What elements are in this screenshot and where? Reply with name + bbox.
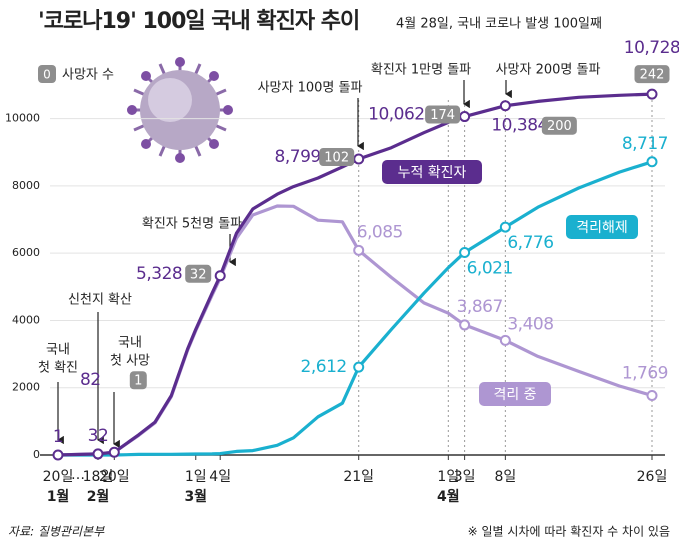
series-name-box <box>382 160 482 184</box>
annotation: 첫 사망 <box>110 354 150 369</box>
x-tick-label: 26일 <box>637 469 668 485</box>
point-marker <box>353 153 365 165</box>
x-tick-label: 8일 <box>494 469 516 485</box>
y-tick-label: 10000 <box>5 112 40 125</box>
y-tick-label: 8000 <box>12 179 40 192</box>
death-badge <box>319 148 355 167</box>
point-marker <box>108 446 120 458</box>
value-label: 6,021 <box>467 258 513 278</box>
series-name-box <box>566 215 638 239</box>
x-tick-label: 18일 <box>83 469 114 485</box>
x-tick-label: 20일 <box>99 469 130 485</box>
point-marker <box>646 156 658 168</box>
death-label: 102 <box>324 151 349 166</box>
value-label: 6,085 <box>357 222 403 242</box>
x-month-label: 1월 <box>47 488 70 505</box>
source: 자료: 질병관리본부 <box>8 525 105 539</box>
annotation: 첫 확진 <box>38 361 78 376</box>
y-tick-label: 6000 <box>12 246 40 259</box>
death-label: 242 <box>640 68 665 83</box>
x-tick-label: 1일 <box>185 469 207 485</box>
death-badge <box>185 264 212 283</box>
x-tick-label: 1일 <box>437 469 459 485</box>
death-badge <box>129 371 147 390</box>
annotation: 신천지 확산 <box>68 293 132 308</box>
point-marker <box>499 100 511 112</box>
virus-illustration <box>127 57 233 163</box>
series-name: 누적 확진자 <box>398 165 467 181</box>
point-marker <box>499 221 511 233</box>
value-label: 6,776 <box>507 233 553 253</box>
value-label: 8,799 <box>275 147 321 167</box>
value-label: 32 <box>88 426 109 446</box>
point-marker <box>459 111 471 123</box>
x-month-label: 3월 <box>184 488 207 505</box>
point-marker <box>52 449 64 461</box>
series-name: 격리해제 <box>576 220 628 236</box>
value-label: 1 <box>53 427 63 447</box>
y-tick-label: 2000 <box>12 381 40 394</box>
x-tick-label: 20일 <box>43 469 74 485</box>
annotation: 확진자 1만명 돌파 <box>371 63 471 78</box>
value-label: 2,612 <box>301 357 347 377</box>
death-label: 32 <box>190 267 207 282</box>
point-marker <box>459 246 471 258</box>
note: ※ 일별 시차에 따라 확진자 수 차이 있음 <box>468 525 670 539</box>
x-tick-label: 3일 <box>454 469 476 485</box>
point-marker <box>459 319 471 331</box>
legend-symbol: 0 <box>43 68 51 82</box>
chart-subtitle: 4월 28일, 국내 코로나 발생 100일째 <box>396 17 602 32</box>
death-label: 200 <box>547 119 572 134</box>
death-badge <box>541 116 577 135</box>
x-tick-label: 21일 <box>343 469 374 485</box>
legend: 0 사망자 수 <box>38 65 114 83</box>
legend-swatch <box>38 65 56 83</box>
annotation: 국내 <box>46 343 70 358</box>
value-label: 3,867 <box>457 297 503 317</box>
death-label: 1 <box>134 374 142 389</box>
value-label: 1,769 <box>622 363 668 383</box>
y-tick-label: 0 <box>33 448 40 461</box>
x-tick-label: 4일 <box>209 469 231 485</box>
series-line <box>58 160 653 457</box>
axis-break: … <box>71 467 85 483</box>
value-label: 5,328 <box>136 264 182 284</box>
point-marker <box>214 270 226 282</box>
point-marker <box>499 334 511 346</box>
annotation: 국내 <box>118 336 142 351</box>
death-badge <box>634 65 670 84</box>
y-tick-label: 4000 <box>12 313 40 326</box>
annotation: 사망자 100명 돌파 <box>258 81 363 96</box>
death-label: 174 <box>430 108 455 123</box>
x-month-label: 2월 <box>87 488 110 505</box>
value-label: 10,728 <box>624 38 679 58</box>
death-badge <box>425 105 461 124</box>
point-marker <box>353 244 365 256</box>
series-name: 격리 중 <box>493 387 536 403</box>
point-marker <box>646 88 658 100</box>
value-label: 82 <box>80 370 101 390</box>
value-label: 10,384 <box>491 116 547 136</box>
x-month-label: 4월 <box>437 488 460 505</box>
point-marker <box>646 389 658 401</box>
value-label: 10,062 <box>368 105 424 125</box>
annotation: 확진자 5천명 돌파 <box>142 217 242 232</box>
series-name-box <box>479 382 551 406</box>
value-label: 8,717 <box>622 134 668 154</box>
annotation: 사망자 200명 돌파 <box>496 63 601 78</box>
point-marker <box>353 361 365 373</box>
series-line <box>57 92 653 457</box>
point-marker <box>92 448 104 460</box>
value-label: 3,408 <box>507 314 553 334</box>
chart-title: '코로나19' 100일 국내 확진자 추이 <box>38 9 359 34</box>
legend-label: 사망자 수 <box>62 68 114 83</box>
